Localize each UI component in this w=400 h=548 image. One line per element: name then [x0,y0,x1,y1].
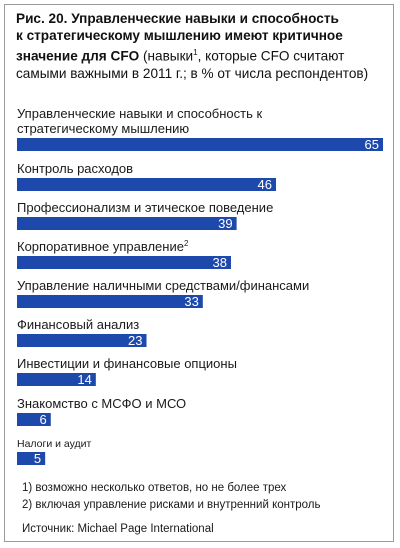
category-label: стратегическому мышлению [17,121,189,136]
bar [17,256,231,269]
bar [17,178,277,191]
title-line-3-bold: значение для CFO [16,48,140,64]
footnote-2: 2) включая управление рисками и внутренн… [22,499,321,511]
category-label: Налоги и аудит [17,438,92,450]
bar-value-label: 33 [184,294,198,309]
category-label: Контроль расходов [17,161,133,176]
title-line-4: самыми важными в 2011 г.; в % от числа р… [16,65,369,81]
chart-frame [4,4,394,542]
bar [17,452,46,465]
category-label: Инвестиции и финансовые опционы [17,356,237,371]
bar-value-label: 23 [128,333,142,348]
bar-value-label: 65 [365,137,379,152]
bar-value-label: 14 [77,372,91,387]
bar [17,373,96,386]
footnote-1: 1) возможно несколько ответов, но не бол… [22,482,287,494]
title-line-3-end: , которые CFO считают [197,48,345,64]
category-label: Профессионализм и этическое поведение [17,200,273,215]
bar [17,138,383,151]
bar [17,295,203,308]
bar-value-label: 5 [34,451,41,466]
bar-value-label: 38 [213,255,227,270]
title-line-3-rest: (навыки [139,48,194,64]
bar-value-label: 39 [218,216,232,231]
title-line-2: к стратегическому мышлению имеют критичн… [16,28,343,43]
title-footnote-marker: 1 [193,48,198,57]
chart-title: Рис. 20. Управленческие навыки и способн… [16,10,388,82]
category-label: Знакомство с МСФО и МСО [17,396,186,411]
category-footnote-marker: 2 [184,239,189,248]
category-label: Финансовый анализ [17,317,139,332]
bar [17,217,237,230]
bar [17,413,51,426]
bar [17,334,147,347]
bar-value-label: 46 [258,177,272,192]
bar-value-label: 6 [40,412,47,427]
category-label: Управленческие навыки и способность к [17,106,263,121]
category-label: Корпоративное управление2 [17,239,189,254]
source-note: Источник: Michael Page International [22,523,214,535]
category-label: Управление наличными средствами/финансам… [17,278,309,293]
title-line-1: Рис. 20. Управленческие навыки и способн… [16,11,339,26]
